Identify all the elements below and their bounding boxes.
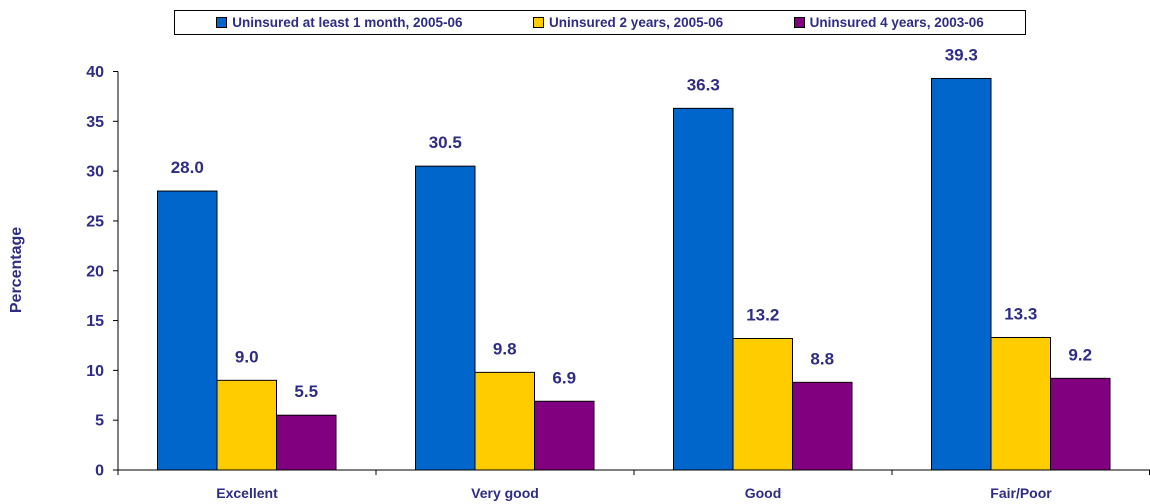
x-category-label: Fair/Poor [990,485,1052,501]
bar [732,337,793,471]
bar-value-label: 28.0 [171,158,204,177]
bar [415,165,476,471]
bar-value-label: 9.2 [1068,345,1092,364]
x-category-label: Good [745,485,782,501]
legend-label-series-2: Uninsured 2 years, 2005-06 [549,15,724,30]
y-tick-label: 25 [86,213,104,230]
bar [792,381,853,471]
legend-label-series-1: Uninsured at least 1 month, 2005-06 [232,15,463,30]
bar-value-label: 36.3 [687,75,720,94]
y-tick-label: 15 [86,313,104,330]
y-tick-label: 30 [86,164,104,181]
bar-data-labels: 28.0 9.0 5.5 30.5 9.8 6.9 36.3 13.2 8.8 39.3 13.3 9… [171,45,1092,401]
bar [276,414,337,471]
chart-legend: Uninsured at least 1 month, 2005-06 Unin… [174,10,1026,35]
y-tick-label: 40 [86,64,104,81]
bar-value-label: 8.8 [810,349,834,368]
bar-value-label: 9.8 [493,339,517,358]
x-category-label: Excellent [216,485,278,501]
y-tick-label: 35 [86,114,104,131]
bar-value-label: 5.5 [294,382,318,401]
y-tick-label: 5 [95,413,104,430]
y-axis-title: Percentage [8,227,25,313]
legend-item-series-3: Uninsured 4 years, 2003-06 [793,15,984,30]
bar [1050,377,1111,471]
y-tick-label: 10 [86,363,104,380]
bar-value-label: 13.2 [746,305,779,324]
legend-swatch-series-2 [533,17,545,28]
chart-axes [117,71,1150,475]
bar [990,336,1051,471]
bar-marks [157,77,1111,471]
y-axis-ticks: 0 5 10 15 20 25 30 35 40 [86,64,118,480]
bar-value-label: 13.3 [1004,304,1037,323]
bar-value-label: 6.9 [552,368,576,387]
bar-value-label: 39.3 [945,45,978,64]
bar [673,107,734,471]
legend-item-series-2: Uninsured 2 years, 2005-06 [533,15,723,30]
bar [474,371,535,471]
bar-value-label: 30.5 [429,133,462,152]
bar [157,190,218,471]
bar [534,400,595,471]
bar [216,379,277,471]
x-category-label: Very good [471,485,539,501]
x-axis-category-labels: Excellent Very good Good Fair/Poor [216,485,1052,501]
y-tick-label: 20 [86,263,104,280]
legend-swatch-series-3 [793,17,805,28]
legend-swatch-series-1 [216,17,228,28]
y-tick-label: 0 [95,463,104,480]
legend-label-series-3: Uninsured 4 years, 2003-06 [809,15,984,30]
bar-value-label: 9.0 [235,347,259,366]
legend-item-series-1: Uninsured at least 1 month, 2005-06 [216,15,463,30]
bar [931,77,992,471]
